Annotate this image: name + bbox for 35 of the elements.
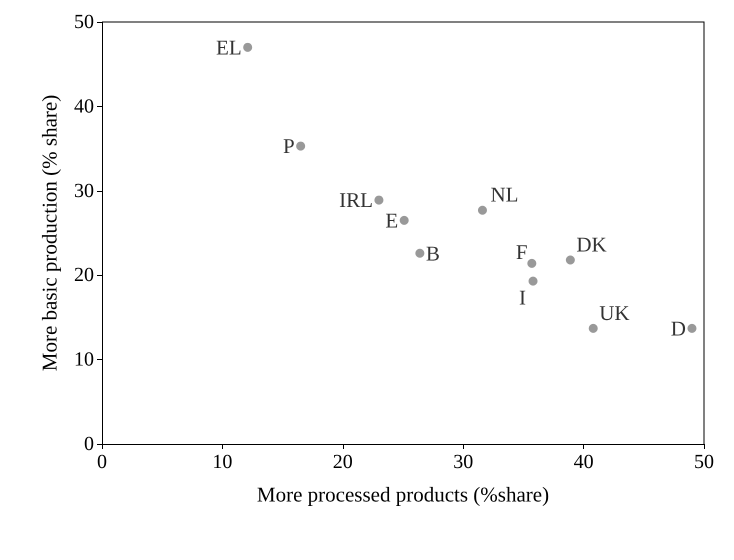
- point: [478, 206, 487, 215]
- x-tick-label: 40: [574, 451, 594, 473]
- annotation: E: [385, 208, 398, 232]
- annotation: UK: [599, 300, 630, 325]
- x-axis-title: More processed products (%share): [256, 482, 550, 506]
- x-tick-label: 10: [212, 451, 232, 473]
- y-tick-label: 10: [74, 348, 94, 371]
- point: [528, 276, 538, 286]
- annotation: NL: [490, 182, 518, 207]
- y-tick-label: 20: [74, 264, 94, 286]
- x-tick-label: 30: [453, 451, 474, 473]
- y-axis-title: More basic production (% share): [38, 94, 62, 372]
- point: [566, 256, 575, 265]
- point: [415, 248, 424, 258]
- annotation: DK: [576, 232, 607, 257]
- point: [374, 196, 384, 205]
- annotation: I: [519, 286, 526, 310]
- annotation: F: [516, 240, 528, 264]
- annotation: EL: [216, 35, 242, 60]
- point: [527, 258, 536, 268]
- y-tick-label: 50: [74, 11, 94, 33]
- annotation: IRL: [339, 188, 373, 212]
- y-tick-label: 30: [74, 180, 94, 202]
- point: [588, 324, 598, 333]
- point: [243, 42, 252, 52]
- annotation: D: [670, 316, 686, 340]
- annotation: B: [426, 241, 440, 266]
- y-tick-label: 40: [74, 95, 94, 118]
- point: [400, 216, 409, 225]
- point: [296, 142, 306, 151]
- annotation: P: [282, 134, 295, 158]
- x-tick-label: 50: [694, 451, 714, 473]
- x-tick-label: 20: [332, 451, 353, 473]
- y-tick-label: 0: [84, 433, 94, 455]
- point: [687, 324, 696, 333]
